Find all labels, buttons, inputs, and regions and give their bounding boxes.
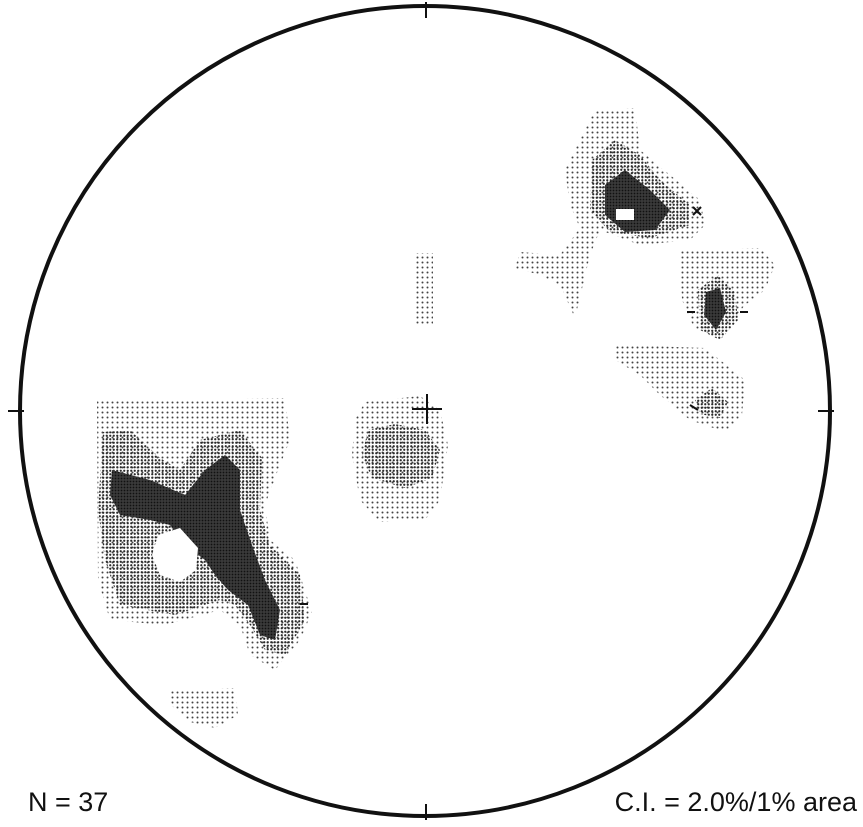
contour-cluster-upper-right (515, 108, 705, 318)
contour-cluster-left (97, 398, 312, 728)
contour-center-sliver (415, 253, 433, 325)
contour-cluster-center (352, 396, 448, 522)
sample-count-label: N = 37 (28, 787, 109, 817)
cardinal-ticks (8, 2, 834, 820)
maxima-crosses (300, 206, 748, 605)
contour-cluster-right-middle (615, 248, 775, 432)
density-contours (97, 108, 775, 728)
contour-interval-label: C.I. = 2.0%/1% area (614, 787, 857, 817)
